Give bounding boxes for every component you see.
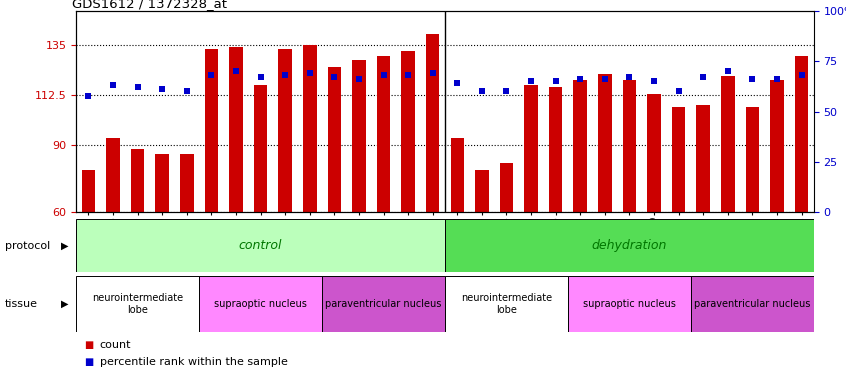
Bar bbox=[426, 33, 439, 212]
Bar bbox=[598, 74, 612, 212]
Text: ■: ■ bbox=[85, 357, 94, 367]
Bar bbox=[156, 154, 169, 212]
Text: neurointermediate
lobe: neurointermediate lobe bbox=[461, 293, 552, 315]
Point bbox=[794, 72, 808, 78]
Text: supraoptic nucleus: supraoptic nucleus bbox=[583, 299, 676, 309]
Point bbox=[401, 72, 415, 78]
Point bbox=[254, 75, 267, 81]
Point bbox=[107, 82, 120, 88]
Text: ▶: ▶ bbox=[61, 241, 69, 250]
Point bbox=[549, 78, 563, 84]
Text: tissue: tissue bbox=[5, 299, 38, 309]
Text: protocol: protocol bbox=[5, 241, 50, 250]
Bar bbox=[445, 276, 568, 332]
Text: paraventricular nucleus: paraventricular nucleus bbox=[695, 299, 810, 309]
Bar bbox=[278, 49, 292, 212]
Bar bbox=[322, 276, 445, 332]
Point bbox=[205, 72, 218, 78]
Bar bbox=[327, 67, 341, 212]
Text: ■: ■ bbox=[85, 340, 94, 350]
Point bbox=[376, 72, 390, 78]
Bar bbox=[672, 107, 685, 212]
Bar bbox=[451, 138, 464, 212]
Bar bbox=[254, 85, 267, 212]
Bar bbox=[696, 105, 710, 212]
Point bbox=[426, 70, 439, 76]
Bar bbox=[199, 276, 322, 332]
Bar bbox=[303, 45, 316, 212]
Point bbox=[156, 87, 169, 93]
Bar bbox=[107, 138, 120, 212]
Bar bbox=[205, 49, 218, 212]
Point bbox=[131, 84, 145, 90]
Bar bbox=[180, 154, 194, 212]
Bar bbox=[131, 150, 145, 212]
Bar bbox=[623, 80, 636, 212]
Bar bbox=[568, 276, 691, 332]
Point bbox=[721, 68, 734, 74]
Point bbox=[303, 70, 316, 76]
Point bbox=[352, 76, 365, 82]
Text: percentile rank within the sample: percentile rank within the sample bbox=[100, 357, 288, 367]
Text: count: count bbox=[100, 340, 131, 350]
Bar bbox=[352, 60, 365, 212]
Bar bbox=[770, 80, 783, 212]
Point bbox=[647, 78, 661, 84]
Point bbox=[696, 75, 710, 81]
Text: control: control bbox=[239, 239, 283, 252]
Point bbox=[500, 88, 514, 94]
Text: dehydration: dehydration bbox=[591, 239, 667, 252]
Text: paraventricular nucleus: paraventricular nucleus bbox=[326, 299, 442, 309]
Bar bbox=[794, 56, 808, 212]
Bar bbox=[691, 276, 814, 332]
Point bbox=[525, 78, 538, 84]
Point bbox=[574, 76, 587, 82]
Point bbox=[623, 75, 636, 81]
Bar bbox=[229, 47, 243, 212]
Bar bbox=[401, 51, 415, 212]
Text: ▶: ▶ bbox=[61, 299, 69, 309]
Point bbox=[598, 76, 612, 82]
Text: neurointermediate
lobe: neurointermediate lobe bbox=[92, 293, 184, 315]
Bar bbox=[76, 219, 445, 272]
Point bbox=[229, 68, 243, 74]
Point bbox=[327, 75, 341, 81]
Point bbox=[278, 72, 292, 78]
Point bbox=[770, 76, 783, 82]
Bar bbox=[376, 56, 390, 212]
Point bbox=[745, 76, 759, 82]
Bar bbox=[76, 276, 199, 332]
Bar bbox=[445, 219, 814, 272]
Bar bbox=[721, 76, 734, 212]
Text: GDS1612 / 1372328_at: GDS1612 / 1372328_at bbox=[73, 0, 228, 10]
Bar bbox=[82, 170, 96, 212]
Point bbox=[180, 88, 194, 94]
Text: supraoptic nucleus: supraoptic nucleus bbox=[214, 299, 307, 309]
Bar bbox=[647, 94, 661, 212]
Bar bbox=[525, 85, 538, 212]
Bar bbox=[745, 107, 759, 212]
Bar bbox=[574, 80, 587, 212]
Point bbox=[672, 88, 685, 94]
Point bbox=[451, 81, 464, 87]
Bar bbox=[475, 170, 489, 212]
Point bbox=[82, 93, 96, 99]
Bar bbox=[500, 163, 514, 212]
Bar bbox=[549, 87, 563, 212]
Point bbox=[475, 88, 489, 94]
